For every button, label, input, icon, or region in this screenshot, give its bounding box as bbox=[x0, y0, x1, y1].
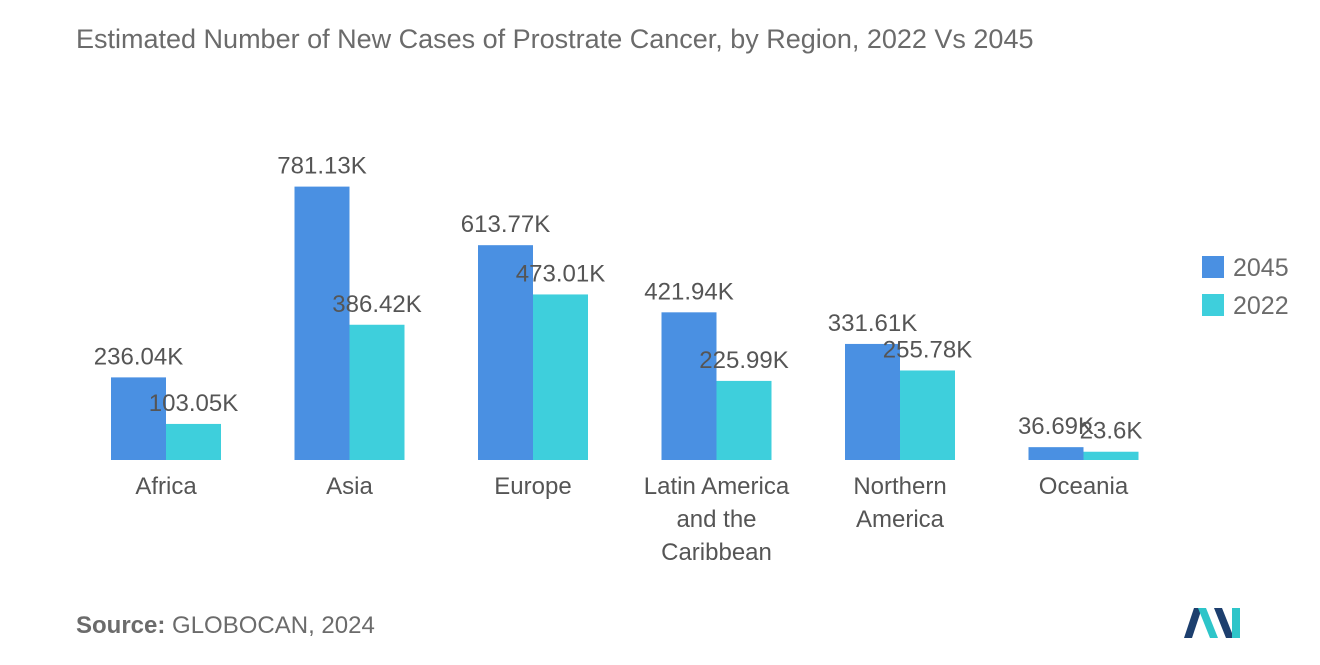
value-label-2045-1: 781.13K bbox=[277, 153, 366, 180]
bar-2022-3 bbox=[716, 380, 772, 460]
value-label-2022-4: 255.78K bbox=[883, 336, 972, 363]
mordor-intelligence-logo bbox=[1184, 608, 1240, 638]
category-label-4-0: Northern bbox=[853, 473, 946, 500]
value-label-2045-0: 236.04K bbox=[94, 343, 183, 370]
legend: 2045 2022 bbox=[1202, 254, 1289, 320]
legend-swatch-2045 bbox=[1202, 256, 1224, 278]
bar-2045-3 bbox=[661, 312, 717, 460]
value-label-2045-2: 613.77K bbox=[461, 211, 550, 238]
category-label-1-0: Asia bbox=[326, 473, 373, 500]
category-label-0-0: Africa bbox=[135, 473, 197, 500]
source-text: GLOBOCAN, 2024 bbox=[172, 612, 375, 639]
legend-label-2022: 2022 bbox=[1233, 292, 1289, 320]
source-label: Source: bbox=[76, 612, 166, 639]
bar-2022-4 bbox=[900, 370, 955, 460]
category-label-2-0: Europe bbox=[494, 473, 571, 500]
bar-2022-0 bbox=[166, 423, 221, 460]
category-labels-group: Africa Asia Europe Latin America and the Cari… bbox=[135, 473, 1129, 566]
bar-2045-5 bbox=[1028, 447, 1084, 460]
bar-2022-2 bbox=[533, 294, 588, 460]
value-label-2022-2: 473.01K bbox=[516, 260, 605, 287]
legend-swatch-2022 bbox=[1202, 294, 1224, 316]
bar-2045-1 bbox=[294, 186, 350, 461]
legend-label-2045: 2045 bbox=[1233, 254, 1289, 282]
value-label-2045-4: 331.61K bbox=[828, 310, 917, 337]
category-label-3-1: and the bbox=[676, 506, 756, 533]
bar-2022-1 bbox=[349, 324, 405, 460]
category-label-3-2: Caribbean bbox=[661, 539, 772, 566]
bar-2045-4 bbox=[845, 343, 900, 460]
value-label-2022-0: 103.05K bbox=[149, 390, 238, 417]
bar-2045-2 bbox=[478, 245, 533, 460]
bars-group bbox=[111, 186, 1139, 461]
category-label-5-0: Oceania bbox=[1039, 473, 1129, 500]
value-label-2022-1: 386.42K bbox=[332, 291, 421, 318]
category-label-3-0: Latin America bbox=[644, 473, 790, 500]
chart-title: Estimated Number of New Cases of Prostra… bbox=[76, 24, 1034, 54]
value-labels-group: 236.04K 103.05K 781.13K 386.42K 613.77K 473.0… bbox=[94, 153, 1143, 445]
bar-2045-0 bbox=[111, 377, 166, 460]
value-label-2045-5: 36.69K bbox=[1018, 413, 1094, 440]
source-note: Source: GLOBOCAN, 2024 bbox=[76, 612, 375, 640]
value-label-2045-3: 421.94K bbox=[644, 278, 733, 305]
value-label-2022-5: 23.6K bbox=[1080, 418, 1143, 445]
value-label-2022-3: 225.99K bbox=[699, 347, 788, 374]
category-label-4-1: America bbox=[856, 506, 945, 533]
bar-2022-5 bbox=[1083, 451, 1139, 460]
